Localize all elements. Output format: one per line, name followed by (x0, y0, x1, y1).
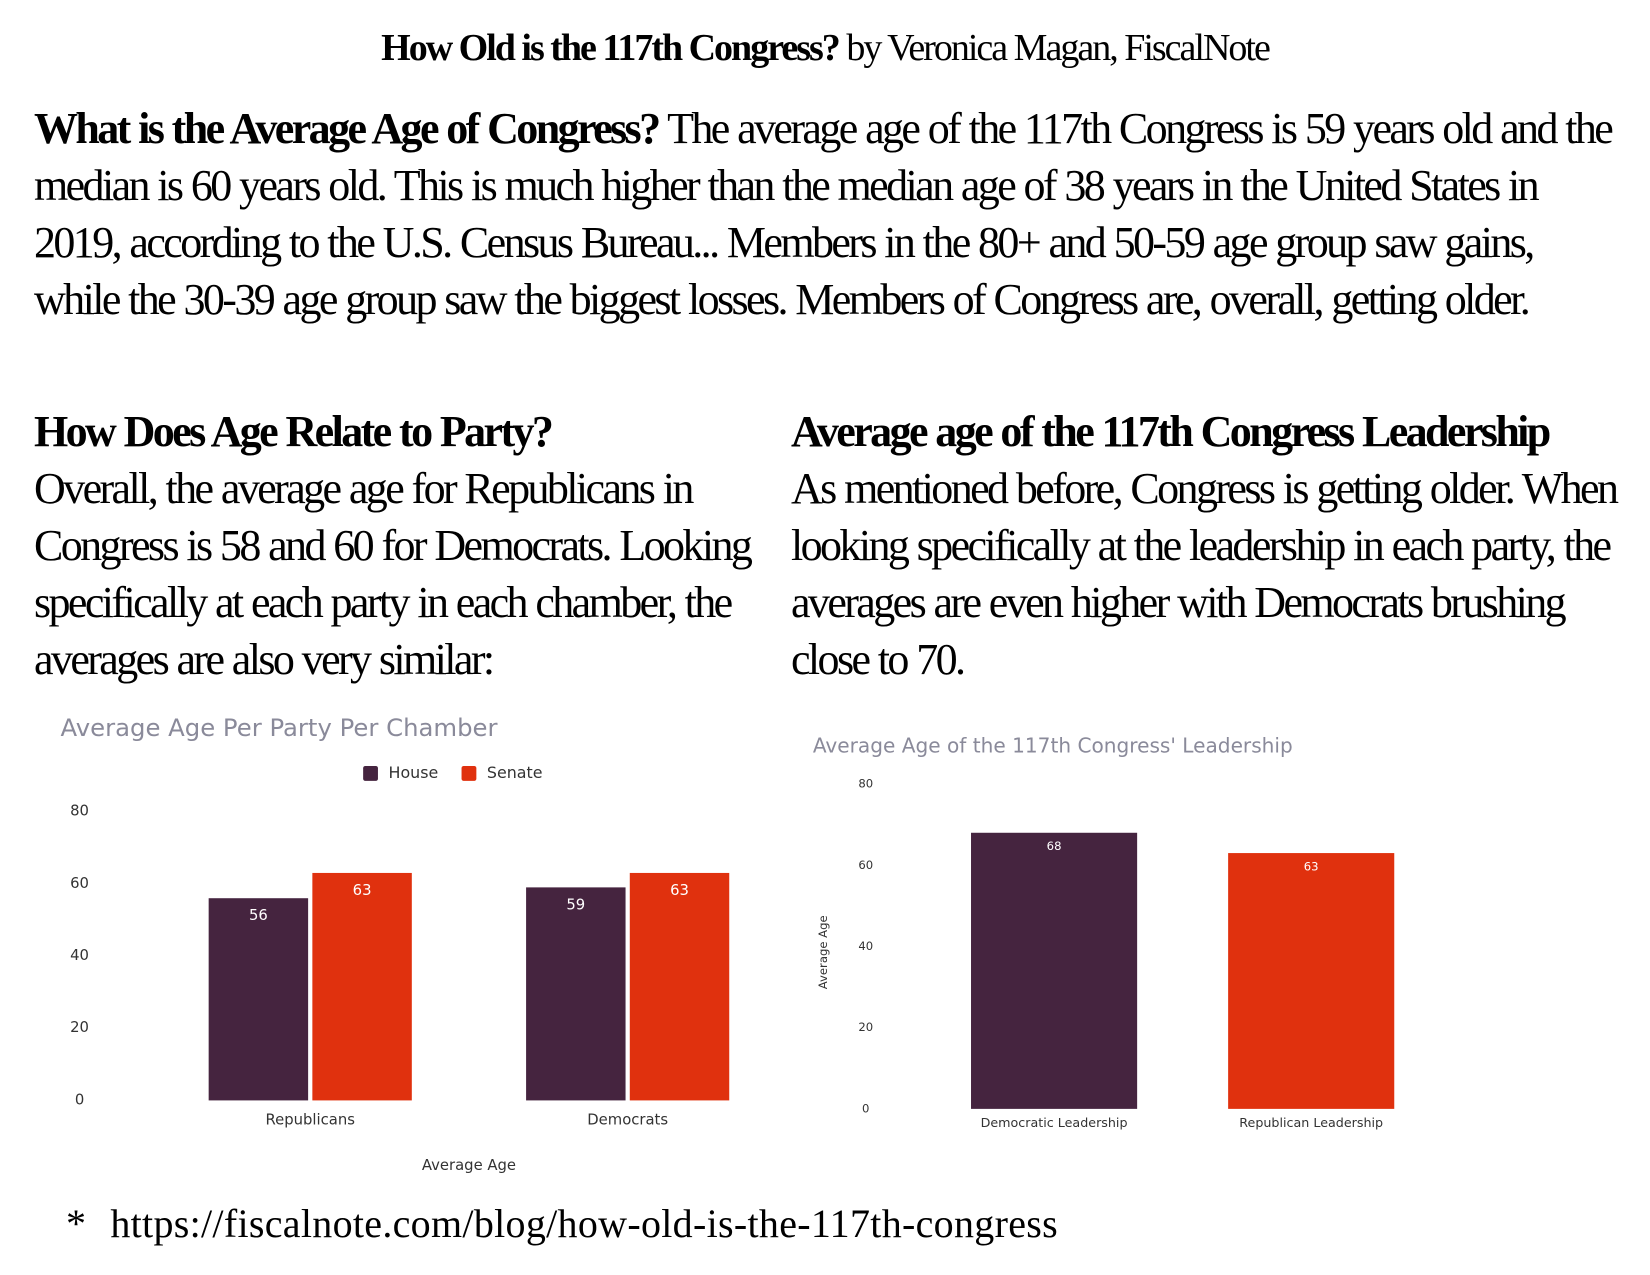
y-tick-label: 20 (858, 1020, 873, 1034)
x-tick-label: Republicans (266, 1112, 355, 1129)
bar (526, 887, 626, 1101)
section-text: Overall, the average age for Republicans… (34, 464, 753, 684)
footnote: * https://fiscalnote.com/blog/how-old-is-… (66, 1200, 1058, 1247)
y-tick-label: 40 (70, 947, 89, 964)
legend-swatch (363, 766, 378, 781)
bar (629, 872, 730, 1101)
byline: by Veronica Magan, FiscalNote (846, 27, 1271, 69)
chart-title: Average Age of the 117th Congress' Leade… (813, 734, 1293, 758)
section-text: As mentioned before, Congress is getting… (791, 464, 1619, 684)
y-axis-label: Average Age (816, 915, 830, 989)
bar (971, 832, 1138, 1109)
y-tick-label: 60 (858, 858, 873, 872)
x-tick-label: Democrats (587, 1112, 668, 1129)
value-label: 56 (249, 907, 268, 924)
y-tick-label: 40 (858, 939, 873, 953)
value-label: 68 (1047, 839, 1062, 853)
y-tick-label: 0 (862, 1101, 869, 1115)
chart-title: Average Age Per Party Per Chamber (61, 713, 498, 742)
section: Average age of the 117th Congress Leader… (791, 403, 1621, 688)
y-tick-label: 60 (70, 875, 89, 892)
section: What is the Average Age of Congress? The… (34, 100, 1624, 328)
bar (312, 872, 412, 1101)
section-heading: What is the Average Age of Congress? (34, 104, 661, 153)
section: How Does Age Relate to Party? Overall, th… (34, 403, 754, 688)
x-axis-label: Average Age (422, 1157, 516, 1174)
title: How Old is the 117th Congress? (381, 27, 841, 69)
section-heading: Average age of the 117th Congress Leader… (791, 407, 1551, 456)
footnote-marker: * (66, 1201, 87, 1246)
value-label: 63 (353, 882, 372, 899)
section-text: The average age of the 117th Congress is… (34, 104, 1614, 324)
section-heading: How Does Age Relate to Party? (34, 407, 554, 456)
value-label: 63 (1304, 859, 1319, 873)
legend-label: Senate (487, 763, 543, 782)
value-label: 63 (670, 882, 689, 899)
x-tick-label: Democratic Leadership (981, 1115, 1128, 1130)
y-tick-label: 80 (70, 803, 89, 820)
bar (208, 898, 309, 1101)
legend-swatch (461, 766, 477, 781)
x-tick-label: Republican Leadership (1239, 1115, 1383, 1130)
y-tick-label: 20 (70, 1019, 89, 1036)
y-tick-label: 80 (858, 777, 873, 791)
value-label: 59 (566, 896, 585, 913)
footnote-url: https://fiscalnote.com/blog/how-old-is-t… (110, 1201, 1058, 1246)
y-tick-label: 0 (75, 1091, 84, 1108)
bar (1228, 853, 1395, 1109)
legend-label: House (389, 763, 439, 782)
page-title: How Old is the 117th Congress? by Veroni… (0, 26, 1650, 70)
